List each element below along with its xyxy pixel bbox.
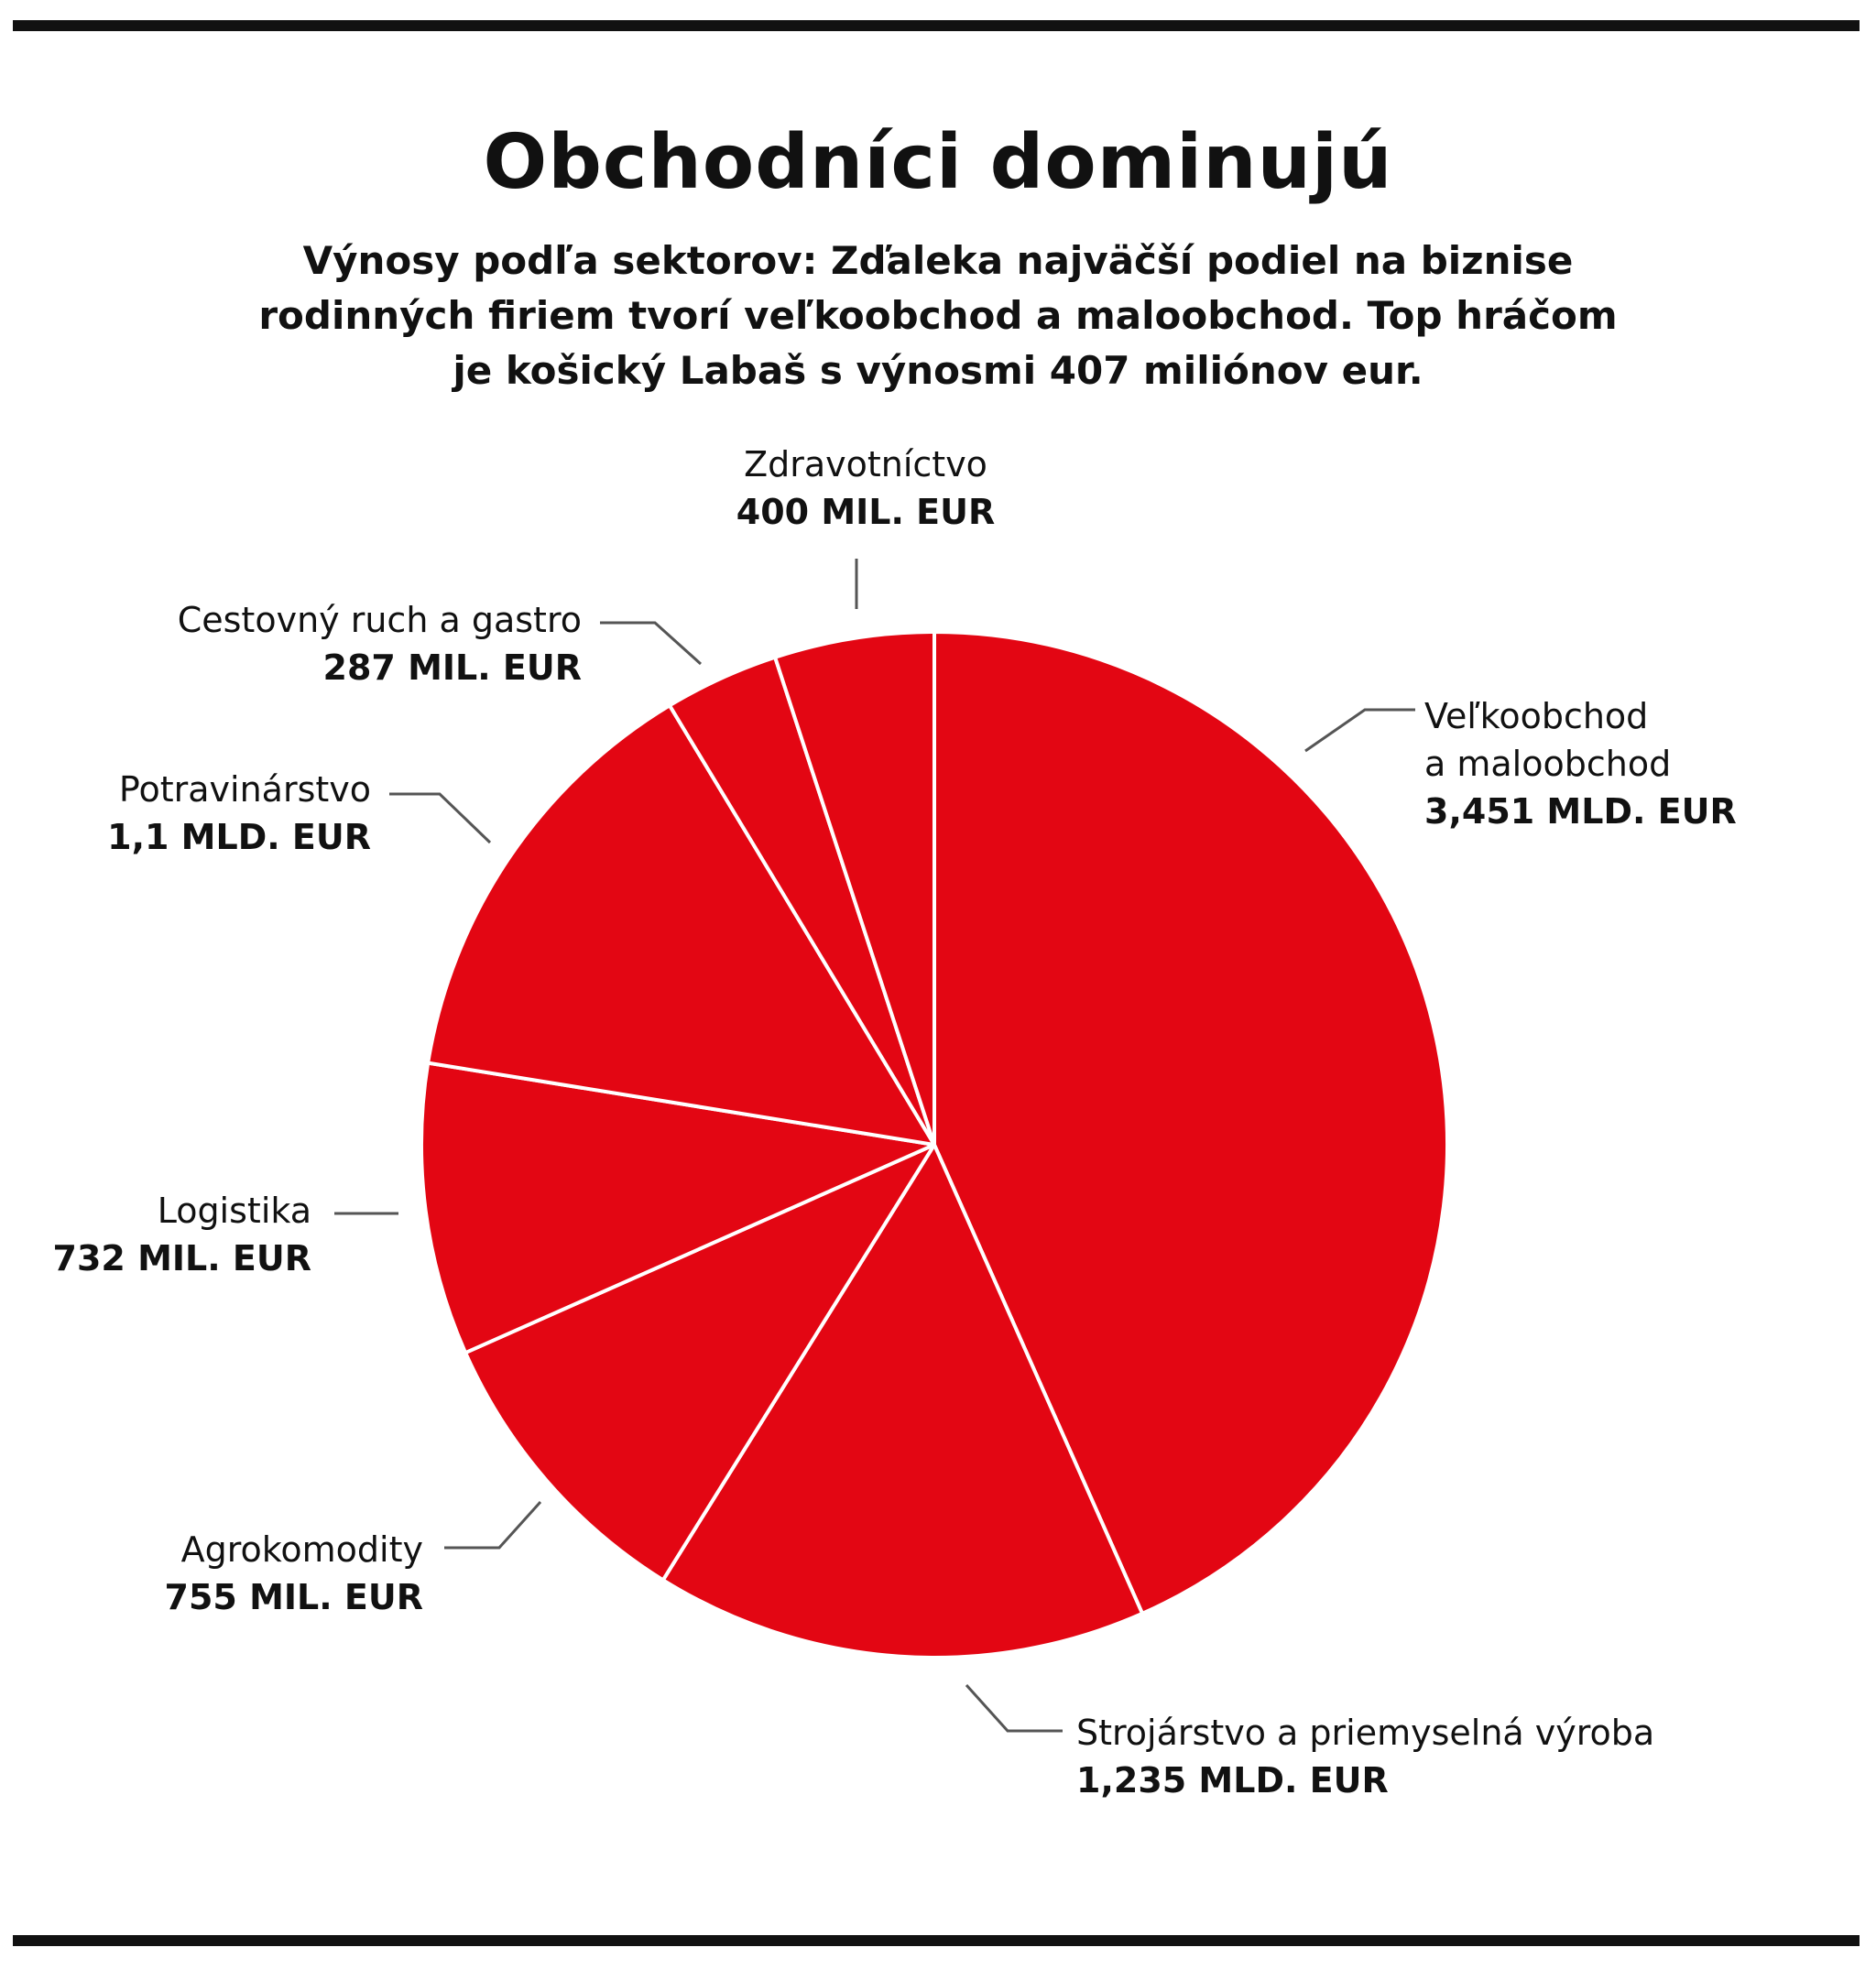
slice-value-agrokomodity: 755 MIL. EUR: [165, 1577, 423, 1617]
leader-line-agrokomodity: [444, 1500, 542, 1550]
slice-name-strojarstvo: Strojárstvo a priemyselná výroba: [1076, 1713, 1654, 1753]
pie-slice-agrokomodity: [464, 1143, 936, 1583]
leader-line-cestovny-ruch: [600, 621, 703, 666]
chart-subtitle: Výnosy podľa sektorov: Zďaleka najväčší …: [258, 238, 1618, 393]
bottom-rule: [13, 1935, 1860, 1946]
pie-slice-strojarstvo: [660, 1143, 1145, 1659]
pie-slices: [420, 630, 1449, 1659]
slice-value-velkoobchod: 3,451 MLD. EUR: [1424, 791, 1737, 832]
slice-value-zdravotnictvo: 400 MIL. EUR: [736, 492, 995, 532]
slice-name-zdravotnictvo: Zdravotníctvo: [744, 444, 987, 484]
slice-value-cestovny-ruch: 287 MIL. EUR: [323, 647, 582, 688]
slice-name-velkoobchod: a maloobchod: [1424, 744, 1671, 784]
slice-name-logistika: Logistika: [158, 1191, 311, 1231]
slice-value-logistika: 732 MIL. EUR: [53, 1238, 311, 1278]
leader-line-potravinarstvo: [389, 792, 492, 844]
pie-slice-zdravotnictvo: [773, 630, 936, 1147]
pie-slice-potravinarstvo: [426, 703, 936, 1147]
slice-labels: Veľkoobchod a maloobchod 3,451 MLD. EUR Str…: [53, 444, 1737, 1800]
leader-line-strojarstvo: [965, 1683, 1063, 1733]
top-rule: [13, 20, 1860, 31]
slice-name-agrokomodity: Agrokomodity: [181, 1529, 423, 1570]
pie-slice-logistika: [420, 1061, 936, 1355]
slice-value-potravinarstvo: 1,1 MLD. EUR: [107, 817, 371, 857]
slice-name-potravinarstvo: Potravinárstvo: [119, 769, 371, 810]
chart-title: Obchodníci dominujú: [483, 119, 1393, 206]
slice-name-cestovny-ruch: Cestovný ruch a gastro: [178, 600, 582, 640]
pie-slice-velkoobchod: [933, 630, 1449, 1615]
leader-lines: [334, 559, 1415, 1733]
slice-value-strojarstvo: 1,235 MLD. EUR: [1076, 1760, 1389, 1800]
leader-line-velkoobchod: [1304, 708, 1415, 753]
slice-name-velkoobchod: Veľkoobchod: [1424, 696, 1648, 736]
